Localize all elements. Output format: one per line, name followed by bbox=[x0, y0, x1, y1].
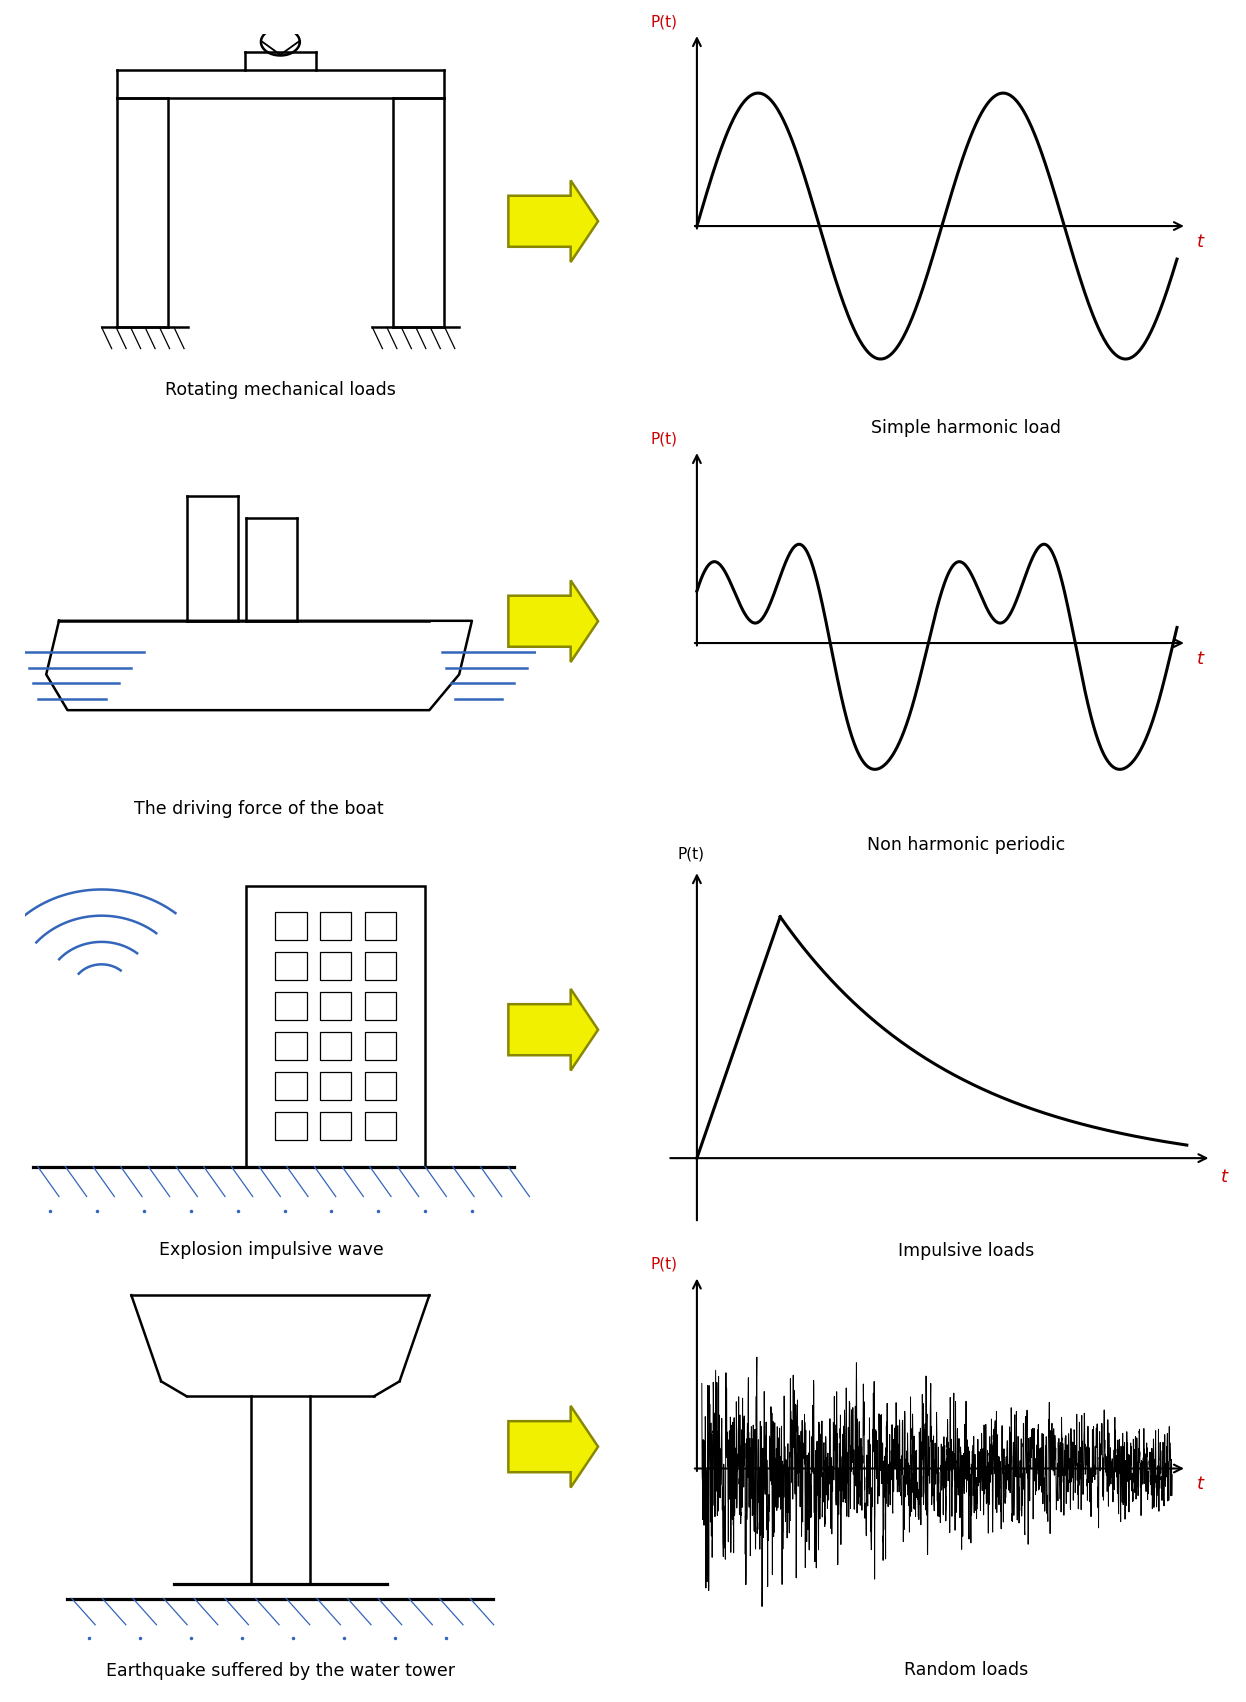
Bar bbox=[275, 912, 307, 940]
Text: Explosion impulsive wave: Explosion impulsive wave bbox=[159, 1241, 384, 1259]
FancyArrow shape bbox=[508, 989, 598, 1071]
Text: t: t bbox=[1196, 233, 1204, 250]
Bar bbox=[275, 1113, 307, 1140]
Text: P(t): P(t) bbox=[650, 14, 678, 29]
Bar bbox=[365, 992, 396, 1019]
Text: Rotating mechanical loads: Rotating mechanical loads bbox=[164, 381, 396, 398]
Text: P(t): P(t) bbox=[678, 846, 704, 861]
Text: t: t bbox=[1196, 650, 1204, 667]
Bar bbox=[275, 1072, 307, 1101]
Bar bbox=[275, 1031, 307, 1060]
Bar bbox=[247, 885, 425, 1166]
Bar bbox=[365, 951, 396, 980]
Text: t: t bbox=[1196, 1476, 1204, 1493]
Text: P(t): P(t) bbox=[650, 431, 678, 446]
Bar bbox=[365, 1113, 396, 1140]
Bar bbox=[365, 912, 396, 940]
Text: t: t bbox=[1221, 1168, 1229, 1186]
FancyArrow shape bbox=[508, 1406, 598, 1488]
Text: Earthquake suffered by the water tower: Earthquake suffered by the water tower bbox=[106, 1663, 455, 1680]
Bar bbox=[320, 912, 351, 940]
Text: Impulsive loads: Impulsive loads bbox=[898, 1242, 1034, 1259]
FancyArrow shape bbox=[508, 580, 598, 662]
Bar bbox=[320, 1072, 351, 1101]
Bar bbox=[320, 1113, 351, 1140]
Bar bbox=[365, 1072, 396, 1101]
Bar bbox=[275, 951, 307, 980]
FancyArrow shape bbox=[508, 180, 598, 262]
Bar bbox=[275, 992, 307, 1019]
Text: Random loads: Random loads bbox=[905, 1661, 1028, 1680]
Bar bbox=[320, 992, 351, 1019]
Bar bbox=[365, 1031, 396, 1060]
Bar bbox=[320, 1031, 351, 1060]
Text: P(t): P(t) bbox=[650, 1256, 678, 1271]
Text: The driving force of the boat: The driving force of the boat bbox=[135, 800, 384, 817]
Text: Simple harmonic load: Simple harmonic load bbox=[871, 419, 1062, 437]
Bar bbox=[320, 951, 351, 980]
Text: Non harmonic periodic: Non harmonic periodic bbox=[867, 836, 1065, 854]
